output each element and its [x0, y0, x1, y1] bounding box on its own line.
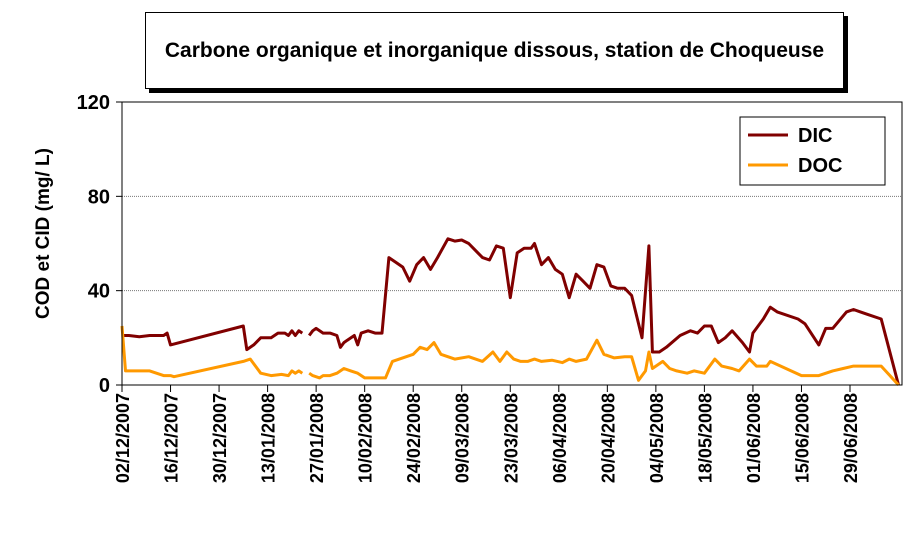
- x-tick-label: 06/04/2008: [550, 393, 570, 483]
- x-tick-label: 29/06/2008: [841, 393, 861, 483]
- data-line: [122, 237, 900, 386]
- legend-label: DIC: [798, 125, 832, 147]
- x-tick-label: 15/06/2008: [792, 393, 812, 483]
- x-tick-label: 04/05/2008: [647, 393, 667, 483]
- legend-box: [739, 116, 886, 186]
- legend-label: DOC: [798, 155, 842, 177]
- x-tick-label: 13/01/2008: [259, 393, 279, 483]
- x-tick-label: 16/12/2007: [162, 393, 182, 483]
- plot-border: [121, 101, 903, 386]
- y-tick-label: 80: [88, 186, 110, 208]
- y-tick-label: 0: [99, 375, 110, 397]
- y-tick-label: 120: [77, 92, 110, 114]
- data-line: [120, 325, 900, 387]
- x-tick-label: 09/03/2008: [453, 393, 473, 483]
- y-axis-label: COD et CID (mg/ L): [33, 148, 54, 319]
- x-tick-label: 20/04/2008: [598, 393, 618, 483]
- x-tick-label: 01/06/2008: [744, 393, 764, 483]
- x-tick-label: 24/02/2008: [404, 393, 424, 483]
- y-tick-label: 40: [88, 281, 110, 303]
- x-tick-label: 27/01/2008: [307, 393, 327, 483]
- x-tick-label: 23/03/2008: [501, 393, 521, 483]
- x-tick-label: 30/12/2007: [210, 393, 230, 483]
- legend: DIC DOC: [739, 116, 886, 186]
- x-tick-label: 02/12/2007: [113, 393, 133, 483]
- x-tick-label: 18/05/2008: [695, 393, 715, 483]
- x-tick-label: 10/02/2008: [356, 393, 376, 483]
- chart-title: Carbone organique et inorganique dissous…: [145, 12, 844, 89]
